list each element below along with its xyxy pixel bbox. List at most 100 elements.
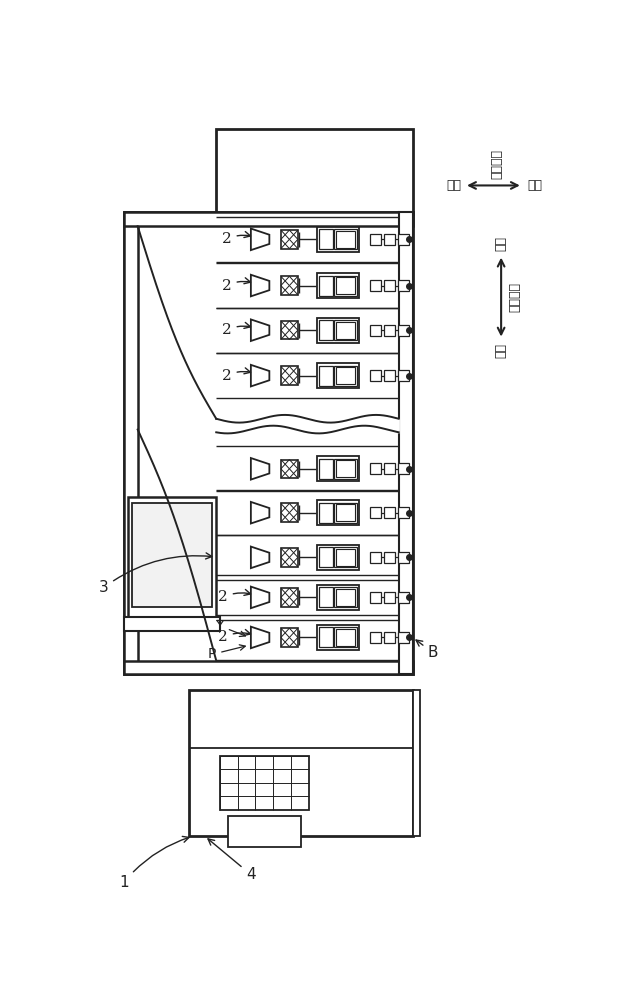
Bar xyxy=(370,370,381,381)
Text: 2: 2 xyxy=(222,322,250,337)
Bar xyxy=(319,627,333,647)
Bar xyxy=(336,549,355,566)
Bar xyxy=(124,617,220,631)
Bar xyxy=(189,690,413,836)
Bar xyxy=(227,816,301,847)
Bar xyxy=(334,503,357,523)
Bar xyxy=(281,321,298,339)
Text: 4: 4 xyxy=(208,839,256,882)
Bar xyxy=(370,234,381,245)
Bar xyxy=(281,548,298,567)
Bar xyxy=(384,280,395,291)
Text: 下侧: 下侧 xyxy=(528,179,543,192)
Polygon shape xyxy=(251,627,270,648)
Bar xyxy=(281,503,298,522)
Text: 2: 2 xyxy=(218,589,250,604)
Bar xyxy=(384,632,395,643)
Bar xyxy=(336,367,355,384)
Bar xyxy=(398,325,409,336)
Polygon shape xyxy=(251,365,270,386)
Bar xyxy=(398,552,409,563)
Text: 2: 2 xyxy=(222,368,250,383)
Bar xyxy=(317,273,359,298)
Bar xyxy=(317,318,359,343)
Bar xyxy=(124,212,413,226)
Bar xyxy=(317,363,359,388)
Bar xyxy=(336,460,355,477)
Polygon shape xyxy=(251,319,270,341)
Text: 1: 1 xyxy=(119,836,189,890)
Bar xyxy=(370,463,381,474)
Bar xyxy=(398,463,409,474)
Bar xyxy=(317,545,359,570)
Bar xyxy=(124,661,413,674)
Bar xyxy=(334,459,357,479)
Bar xyxy=(334,276,357,296)
Bar xyxy=(334,320,357,340)
Bar xyxy=(124,212,137,674)
Bar xyxy=(370,280,381,291)
Bar xyxy=(319,459,333,479)
Polygon shape xyxy=(251,229,270,250)
Bar xyxy=(319,547,333,567)
Text: 上侧: 上侧 xyxy=(446,179,461,192)
Bar xyxy=(336,231,355,248)
Bar xyxy=(398,592,409,603)
Bar xyxy=(334,587,357,607)
Text: 2: 2 xyxy=(218,630,250,644)
Text: 3: 3 xyxy=(98,553,212,595)
Polygon shape xyxy=(251,547,270,568)
Bar xyxy=(334,627,357,647)
Bar xyxy=(281,230,298,249)
Text: 右侧: 右侧 xyxy=(495,236,507,251)
Bar xyxy=(220,756,309,810)
Bar xyxy=(398,280,409,291)
Polygon shape xyxy=(251,458,270,480)
Bar xyxy=(319,587,333,607)
Polygon shape xyxy=(251,587,270,608)
Bar xyxy=(317,227,359,252)
Bar xyxy=(384,325,395,336)
Bar xyxy=(398,507,409,518)
Polygon shape xyxy=(251,502,270,523)
Bar xyxy=(281,366,298,385)
Bar xyxy=(319,276,333,296)
Bar xyxy=(384,507,395,518)
Bar xyxy=(370,632,381,643)
Bar xyxy=(317,500,359,525)
Bar xyxy=(336,504,355,521)
Bar xyxy=(319,503,333,523)
Bar xyxy=(334,366,357,386)
Bar xyxy=(319,229,333,249)
Text: 2: 2 xyxy=(222,232,250,246)
Bar xyxy=(216,129,413,214)
Text: Y: Y xyxy=(215,619,245,636)
Bar xyxy=(370,325,381,336)
Text: 上下方向: 上下方向 xyxy=(491,149,504,179)
Text: 左侧: 左侧 xyxy=(495,344,507,359)
Bar xyxy=(384,463,395,474)
Bar xyxy=(132,503,212,607)
Bar xyxy=(370,592,381,603)
Text: 左右方向: 左右方向 xyxy=(509,282,521,312)
Text: B: B xyxy=(416,640,438,660)
Bar xyxy=(399,212,413,674)
Bar xyxy=(336,589,355,606)
Bar xyxy=(317,456,359,481)
Bar xyxy=(370,507,381,518)
Bar xyxy=(336,322,355,339)
Bar xyxy=(370,552,381,563)
Bar xyxy=(384,234,395,245)
Bar xyxy=(281,460,298,478)
Bar xyxy=(398,370,409,381)
Bar xyxy=(334,229,357,249)
Bar xyxy=(334,547,357,567)
Bar xyxy=(384,552,395,563)
Bar xyxy=(336,277,355,294)
Bar xyxy=(319,366,333,386)
Bar xyxy=(317,625,359,650)
Bar xyxy=(281,588,298,607)
Text: P: P xyxy=(208,645,245,661)
Bar xyxy=(281,276,298,295)
Bar xyxy=(336,629,355,646)
